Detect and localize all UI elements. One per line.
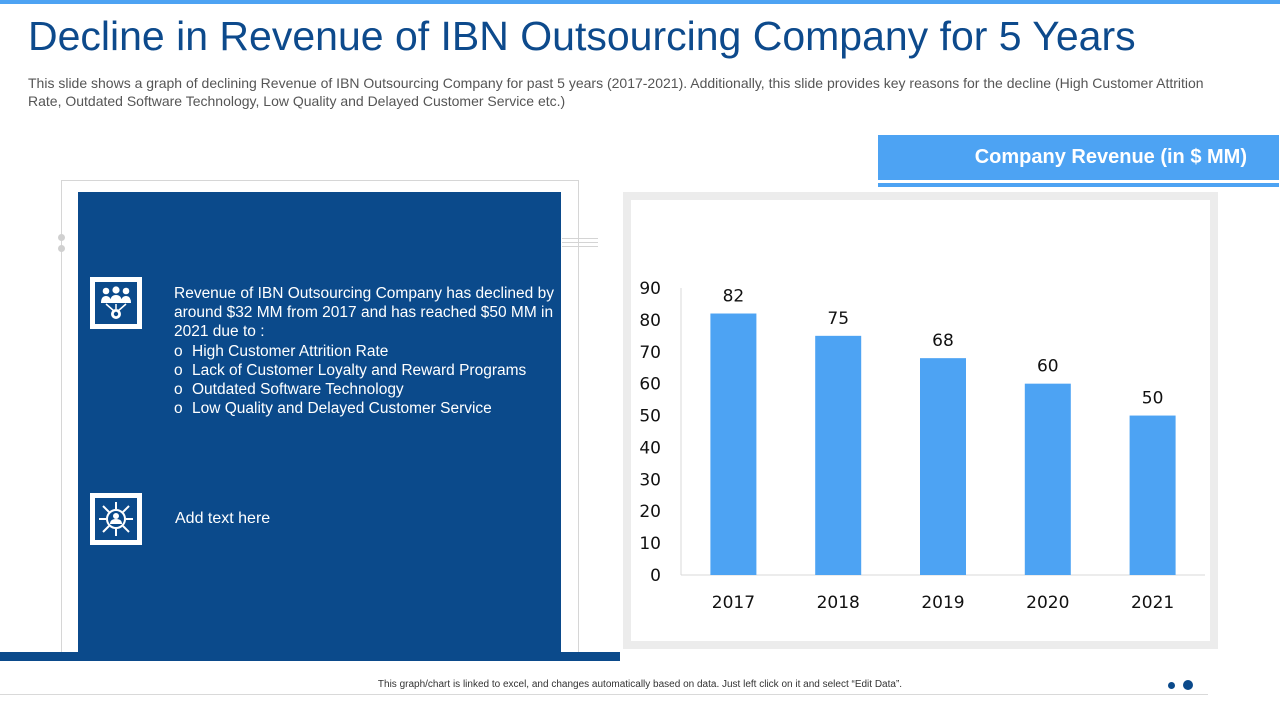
page-title: Decline in Revenue of IBN Outsourcing Co… xyxy=(28,13,1136,59)
panel-intro-text: Revenue of IBN Outsourcing Company has d… xyxy=(174,285,554,341)
y-tick-label: 60 xyxy=(639,375,661,395)
chart-area: 0 10 20 30 40 50 60 70 80 90 82 2017 75 2018 68 2019 60 2… xyxy=(631,200,1210,641)
top-accent-bar xyxy=(0,0,1280,4)
list-item: o Outdated Software Technology xyxy=(174,381,404,399)
team-network-icon xyxy=(101,286,131,319)
data-label: 75 xyxy=(827,309,849,329)
chart-title: Company Revenue (in $ MM) xyxy=(974,146,1247,168)
team-network-icon-box xyxy=(90,277,142,329)
data-label: 60 xyxy=(1037,357,1059,377)
y-tick-label: 30 xyxy=(639,470,661,490)
reasons-panel xyxy=(78,192,561,660)
bar xyxy=(1024,383,1071,575)
revenue-bar-chart: 0 10 20 30 40 50 60 70 80 90 82 2017 75 2018 68 2019 60 2… xyxy=(639,279,1205,613)
bottom-accent-strip xyxy=(0,652,620,661)
frame-lines-decoration xyxy=(562,238,598,250)
frame-dot xyxy=(58,234,65,241)
list-item: o High Customer Attrition Rate xyxy=(174,342,389,360)
x-tick-label: 2020 xyxy=(1026,593,1069,613)
y-tick-label: 40 xyxy=(639,438,661,458)
bar xyxy=(920,358,966,575)
x-tick-label: 2021 xyxy=(1131,593,1174,613)
nav-dot-active xyxy=(1183,680,1193,690)
x-tick-label: 2017 xyxy=(712,593,755,613)
bar xyxy=(1129,415,1176,575)
list-item: o Low Quality and Delayed Customer Servic… xyxy=(174,400,492,418)
reasons-list: o High Customer Attrition Rate o Lack of C… xyxy=(174,342,554,419)
list-item: o Lack of Customer Loyalty and Reward Pro… xyxy=(174,361,527,379)
nav-dot xyxy=(1168,681,1175,689)
panel-reasons-text: Revenue of IBN Outsourcing Company has d… xyxy=(174,284,554,418)
chart-title-banner: Company Revenue (in $ MM) xyxy=(878,135,1279,180)
user-hub-icon xyxy=(99,502,133,536)
frame-dot xyxy=(58,245,65,252)
y-tick-label: 10 xyxy=(639,534,661,554)
y-tick-label: 20 xyxy=(639,502,661,522)
slide-nav-dots xyxy=(1168,680,1193,690)
data-label: 82 xyxy=(723,287,745,307)
data-label: 50 xyxy=(1142,389,1164,409)
data-label: 68 xyxy=(932,331,954,351)
x-tick-label: 2019 xyxy=(921,593,964,613)
footer-divider xyxy=(0,694,1208,695)
footer-note: This graph/chart is linked to excel, and… xyxy=(377,679,903,690)
y-tick-label: 50 xyxy=(639,407,661,427)
chart-title-underline xyxy=(878,183,1279,187)
y-tick-label: 80 xyxy=(639,311,661,331)
y-tick-label: 0 xyxy=(650,566,661,586)
bar xyxy=(815,335,862,575)
add-text-placeholder: Add text here xyxy=(175,510,271,527)
x-tick-label: 2018 xyxy=(817,593,860,613)
y-tick-label: 70 xyxy=(639,343,661,363)
page-subtitle: This slide shows a graph of declining Re… xyxy=(28,75,1204,109)
y-tick-label: 90 xyxy=(639,279,661,299)
user-hub-icon-box xyxy=(90,493,142,545)
bar xyxy=(710,313,757,575)
